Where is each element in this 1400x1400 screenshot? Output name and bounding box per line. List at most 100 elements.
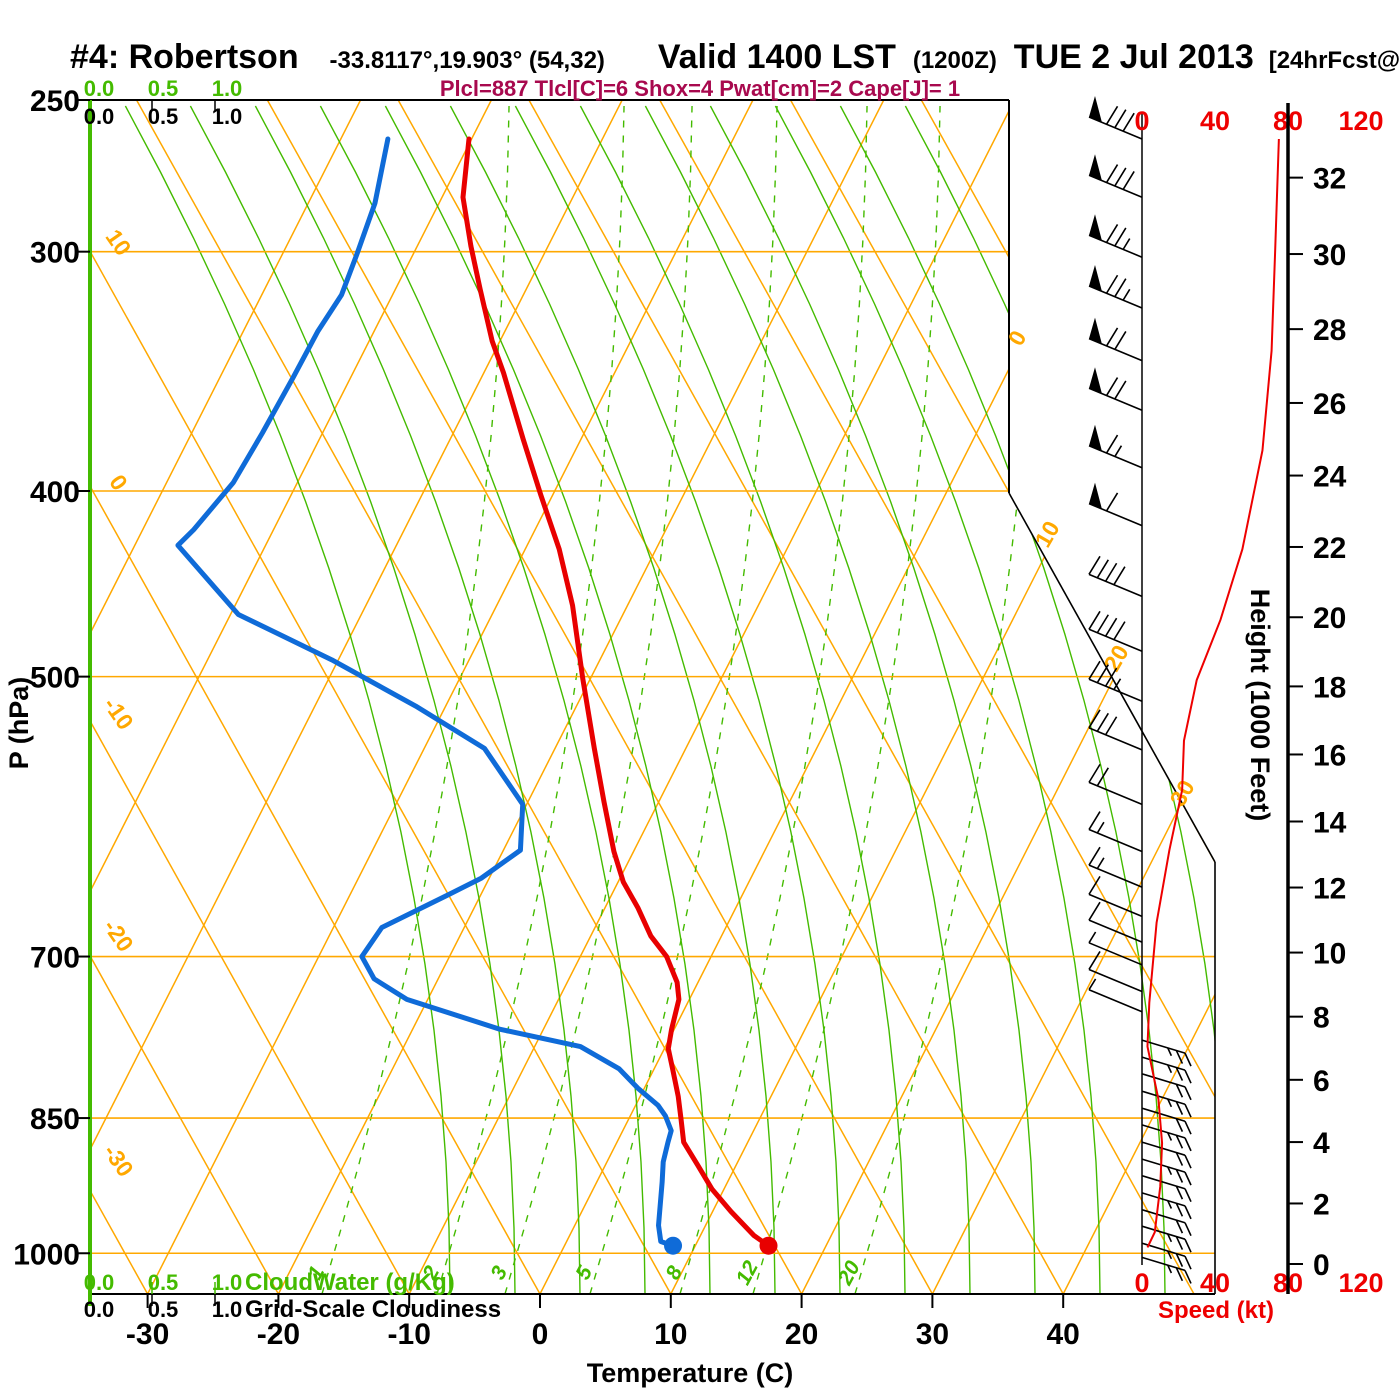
wind-barb-feather xyxy=(1175,1267,1184,1282)
wind-barb-feather xyxy=(1088,555,1101,575)
wind-barb-feather xyxy=(1175,1083,1184,1098)
wind-barb-half-feather xyxy=(1167,1166,1173,1176)
wind-barb xyxy=(1088,317,1143,362)
wind-barb-feather xyxy=(1175,1253,1184,1267)
isotherm-line xyxy=(931,100,1215,1294)
temperature-tick-label: -30 xyxy=(126,1318,169,1351)
mixing-ratio-label: 12 xyxy=(732,1257,763,1289)
wind-barb-shaft xyxy=(1088,988,1143,1013)
wind-barb-feather xyxy=(1175,1067,1184,1081)
wind-barb-half-feather xyxy=(1167,1047,1173,1057)
isotherm-line xyxy=(88,100,362,1294)
mixing-ratio-line xyxy=(854,105,1043,1294)
wind-barb-feather xyxy=(1104,617,1118,637)
mixing-ratio-label: 5 xyxy=(571,1262,597,1283)
station-name: #4: Robertson xyxy=(70,38,299,76)
dry-adiabat-label: -20 xyxy=(98,914,138,956)
wind-barb-feather xyxy=(1184,1188,1192,1203)
moist-adiabat-line xyxy=(124,105,451,1294)
height-tick-label: 16 xyxy=(1313,739,1346,772)
temperature-tick-label: 10 xyxy=(654,1318,687,1351)
height-tick-label: 2 xyxy=(1313,1188,1330,1221)
cloudwater-axis-title: CloudWater (g/Kg) xyxy=(245,1269,455,1296)
wind-barb-feather xyxy=(1175,1202,1184,1217)
wind-barb xyxy=(1141,1124,1192,1152)
moist-adiabat-line xyxy=(319,105,646,1294)
wind-barb-pennant xyxy=(1089,482,1102,509)
wind-barb xyxy=(1088,154,1143,198)
dry-adiabat-label: -30 xyxy=(98,1139,138,1181)
wind-barb xyxy=(1088,482,1143,527)
cloudwater-bottom-tick-label: 0.0 xyxy=(84,1270,115,1295)
wind-barb-feather xyxy=(1184,1052,1192,1067)
height-tick-label: 12 xyxy=(1313,873,1346,906)
isotherm-line xyxy=(88,100,623,1294)
wind-barb-feather xyxy=(1175,1152,1184,1166)
wind-barb-feather xyxy=(1122,170,1135,190)
background-grid xyxy=(88,100,1215,1294)
wind-barb-half-feather xyxy=(1167,1264,1173,1274)
wind-barb xyxy=(1088,875,1143,918)
valid-time: Valid 1400 LST xyxy=(657,38,896,76)
wind-barb-feather xyxy=(1105,434,1119,454)
dry-adiabat-line xyxy=(266,100,934,1294)
pressure-axis-title: P (hPa) xyxy=(4,677,34,770)
wind-barb-feather xyxy=(1105,492,1119,512)
wind-barb-feather xyxy=(1088,951,1101,970)
mixing-ratio-label: 3 xyxy=(486,1262,512,1283)
wind-barb-half-feather xyxy=(1113,678,1122,690)
wind-barb-pennant xyxy=(1089,154,1102,181)
height-tick-label: 0 xyxy=(1313,1249,1330,1282)
height-tick-label: 24 xyxy=(1313,461,1347,494)
wind-barb xyxy=(1088,951,1143,993)
wind-barb-half-feather xyxy=(1167,1098,1173,1108)
wind-barb-shaft xyxy=(1141,1174,1186,1190)
mixing-ratio-line xyxy=(752,105,941,1294)
valid-zulu: (1200Z) xyxy=(912,47,997,74)
dry-adiabat-line xyxy=(659,100,1215,1294)
wind-barb xyxy=(1088,264,1143,309)
dry-adiabat-line xyxy=(88,100,541,1294)
wind-barb xyxy=(1088,763,1143,806)
wind-barb-half-feather xyxy=(1088,978,1097,991)
isotherm-label: 0 xyxy=(1003,326,1032,350)
height-tick-label: 14 xyxy=(1313,807,1347,840)
wind-barb xyxy=(1141,1158,1192,1186)
wind-barb-pennant xyxy=(1089,424,1102,452)
wind-barb-shaft xyxy=(1141,1225,1186,1240)
pressure-tick-label: 300 xyxy=(30,237,80,270)
wind-barb-half-feather xyxy=(1167,1250,1173,1260)
isotherm-label: 10 xyxy=(1029,516,1064,551)
pressure-tick-label: 850 xyxy=(30,1103,80,1136)
wind-barb-feather xyxy=(1184,1120,1192,1135)
dry-adiabat-label: -10 xyxy=(98,692,138,734)
wind-barb-half-feather xyxy=(1114,445,1123,457)
wind-barb-half-feather xyxy=(1096,821,1105,834)
height-tick-label: 18 xyxy=(1313,671,1346,704)
temperature-tick-label: 20 xyxy=(785,1318,818,1351)
moist-adiabat-line xyxy=(644,105,971,1294)
wind-barb-feather xyxy=(1184,1103,1192,1118)
dry-adiabat-line xyxy=(135,100,803,1294)
wind-barb-feather xyxy=(1105,105,1119,125)
cloudwater-bottom-tick-label: 1.0 xyxy=(212,1270,243,1295)
wind-barb-shaft xyxy=(1141,1256,1186,1272)
wind-barb-feather xyxy=(1114,167,1127,187)
pressure-tick-label: 500 xyxy=(30,662,80,695)
wind-barb-feather xyxy=(1175,1101,1184,1115)
wind-barb xyxy=(1088,811,1143,853)
isotherm-line xyxy=(88,100,493,1294)
wind-barb xyxy=(1088,424,1143,469)
wind-barb-half-feather xyxy=(1122,238,1131,250)
wind-barb-feather xyxy=(1096,767,1109,787)
isotherm-line xyxy=(1062,100,1215,1294)
wind-barb-feather xyxy=(1184,1205,1192,1220)
wind-barb-feather xyxy=(1105,274,1119,294)
moist-adiabat-line xyxy=(709,105,1036,1294)
cloudwater-top-tick-label: 0.0 xyxy=(84,76,115,101)
forecast-tag: [24hrFcst@1711z] xyxy=(1268,47,1400,74)
wind-barb-shaft xyxy=(1141,1056,1186,1071)
wind-barb-feather xyxy=(1088,763,1101,783)
wind-barb-feather xyxy=(1114,330,1127,350)
